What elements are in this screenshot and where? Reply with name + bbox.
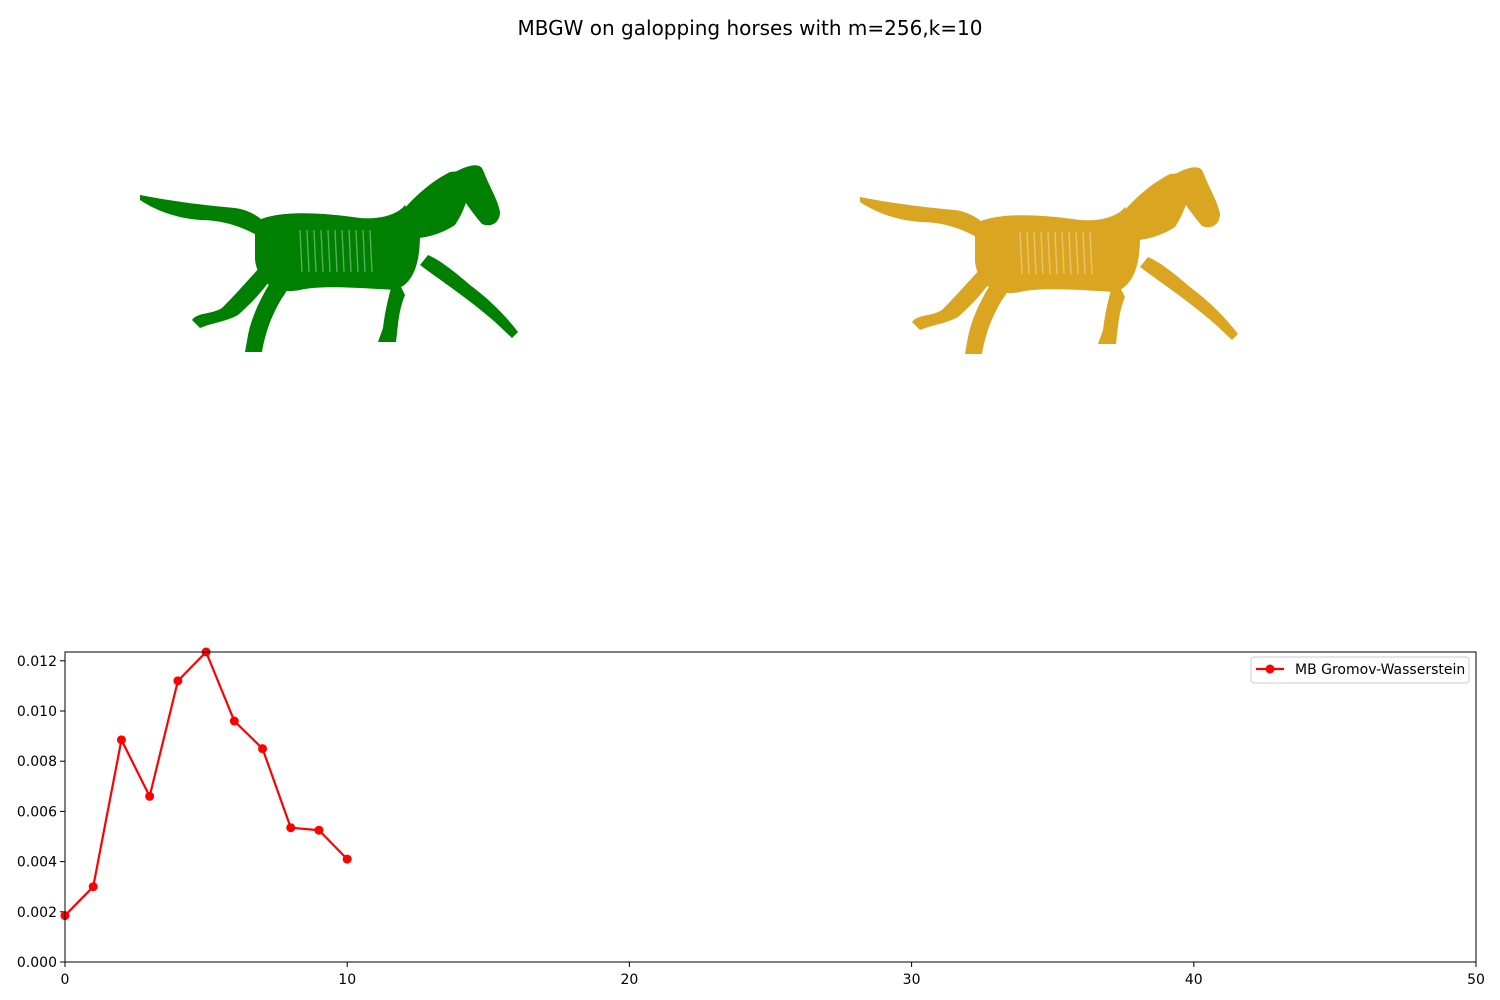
right-horse-rib-stripe bbox=[1019, 231, 1023, 275]
left-horse-rib-stripe bbox=[355, 229, 359, 273]
left-horse-rib-stripe bbox=[348, 229, 352, 273]
right-horse bbox=[860, 167, 1238, 354]
data-point bbox=[258, 744, 268, 754]
y-tick-label: 0.000 bbox=[17, 955, 57, 971]
data-point bbox=[229, 716, 239, 726]
legend-box bbox=[1250, 656, 1470, 684]
x-axis-ticks: 0 10 20 30 40 50 bbox=[61, 962, 1485, 988]
horses-panel bbox=[140, 165, 1238, 354]
left-horse-rib-stripe bbox=[327, 229, 331, 273]
figure-title: MBGW on galopping horses with m=256,k=10 bbox=[517, 16, 983, 40]
x-tick-label: 30 bbox=[903, 972, 921, 988]
series-layer bbox=[60, 647, 352, 921]
y-tick-label: 0.002 bbox=[17, 905, 57, 921]
left-horse-rib-stripe bbox=[299, 229, 303, 273]
right-horse-rib-stripe bbox=[1075, 231, 1079, 275]
x-tick-label: 40 bbox=[1185, 972, 1203, 988]
axes-frame bbox=[64, 651, 1477, 963]
series-line bbox=[64, 650, 348, 917]
left-horse-rib-stripe bbox=[334, 229, 338, 273]
left-horse-rib-stripe bbox=[341, 229, 345, 273]
right-horse-rib-stripe bbox=[1089, 231, 1093, 275]
x-tick-label: 20 bbox=[620, 972, 638, 988]
data-point bbox=[116, 735, 126, 745]
y-tick-label: 0.012 bbox=[17, 654, 57, 670]
y-tick-label: 0.008 bbox=[17, 754, 57, 770]
data-point bbox=[342, 854, 352, 864]
data-point bbox=[314, 825, 324, 835]
right-horse-rib-stripe bbox=[1040, 231, 1044, 275]
data-point bbox=[173, 676, 183, 686]
y-axis-ticks: 0.000 0.002 0.004 0.006 0.008 0.010 0.012 bbox=[17, 654, 65, 971]
data-point bbox=[286, 823, 296, 833]
right-horse-rib-stripe bbox=[1047, 231, 1051, 275]
right-horse-rib-stripe bbox=[1033, 231, 1037, 275]
y-tick-label: 0.004 bbox=[17, 855, 57, 871]
right-horse-rib-stripe bbox=[1026, 231, 1030, 275]
left-horse-rib-stripe bbox=[313, 229, 317, 273]
right-horse-rib-stripe bbox=[1082, 231, 1086, 275]
right-horse-rib-stripe bbox=[1068, 231, 1072, 275]
y-tick-label: 0.010 bbox=[17, 704, 57, 720]
legend: MB Gromov-Wasserstein bbox=[1250, 656, 1470, 684]
left-horse bbox=[140, 165, 518, 352]
x-tick-label: 10 bbox=[338, 972, 356, 988]
left-horse-rib-stripe bbox=[369, 229, 373, 273]
data-point bbox=[145, 791, 155, 801]
left-horse-rib-stripe bbox=[306, 229, 310, 273]
right-horse-rib-stripe bbox=[1054, 231, 1058, 275]
x-tick-label: 0 bbox=[61, 972, 70, 988]
x-tick-label: 50 bbox=[1467, 972, 1485, 988]
right-horse-rib-stripe bbox=[1061, 231, 1065, 275]
left-horse-rib-stripe bbox=[362, 229, 366, 273]
y-tick-label: 0.006 bbox=[17, 804, 57, 820]
left-horse-rib-stripe bbox=[320, 229, 324, 273]
legend-label: MB Gromov-Wasserstein bbox=[1295, 662, 1465, 678]
data-point bbox=[88, 882, 98, 892]
legend-marker bbox=[1265, 664, 1275, 674]
